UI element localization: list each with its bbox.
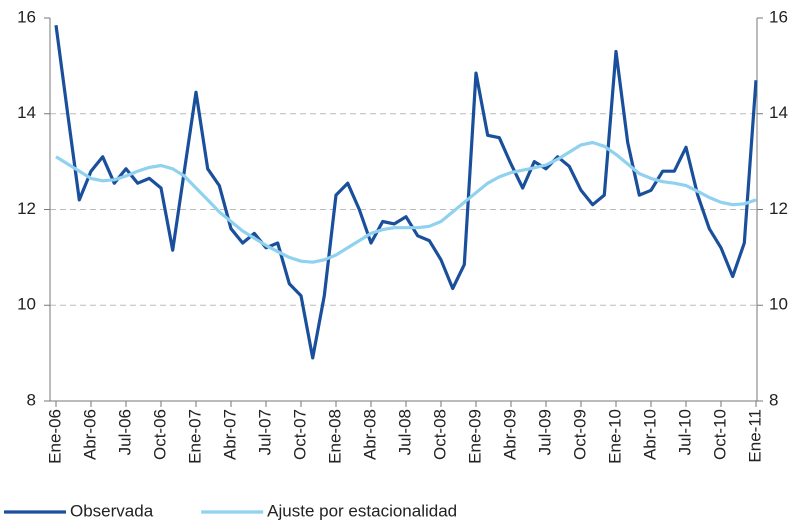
x-tick-label: Ene-09 xyxy=(465,409,484,464)
x-tick-label: Oct-06 xyxy=(150,409,169,460)
y-tick-label: 10 xyxy=(17,295,36,314)
x-tick-label: Jul-06 xyxy=(115,409,134,455)
y2-tick-label: 8 xyxy=(769,390,778,409)
y2-tick-label: 10 xyxy=(769,295,788,314)
x-tick-label: Ene-08 xyxy=(325,409,344,464)
legend-label: Observada xyxy=(70,501,154,520)
y2-tick-label: 12 xyxy=(769,199,788,218)
y2-tick-label: 16 xyxy=(769,7,788,26)
x-tick-label: Abr-07 xyxy=(220,409,239,460)
x-tick-label: Abr-09 xyxy=(500,409,519,460)
x-tick-label: Oct-07 xyxy=(290,409,309,460)
x-tick-label: Abr-10 xyxy=(640,409,659,460)
x-tick-label: Ene-06 xyxy=(45,409,64,464)
x-tick-label: Oct-09 xyxy=(570,409,589,460)
y-tick-label: 16 xyxy=(17,7,36,26)
series-line xyxy=(54,24,758,360)
x-tick-label: Ene-11 xyxy=(745,409,764,463)
y-tick-label: 12 xyxy=(17,199,36,218)
x-tick-label: Oct-08 xyxy=(430,409,449,460)
x-tick-label: Ene-10 xyxy=(605,409,624,464)
y-tick-label: 14 xyxy=(17,103,36,122)
legend-label: Ajuste por estacionalidad xyxy=(267,501,457,520)
x-tick-label: Jul-09 xyxy=(535,409,554,455)
x-tick-label: Abr-08 xyxy=(360,409,379,460)
x-tick-label: Abr-06 xyxy=(80,409,99,460)
x-tick-label: Ene-07 xyxy=(185,409,204,464)
y2-tick-label: 14 xyxy=(769,103,788,122)
y-tick-label: 8 xyxy=(27,390,36,409)
x-tick-label: Jul-10 xyxy=(675,409,694,455)
x-tick-label: Jul-07 xyxy=(255,409,274,455)
x-tick-label: Jul-08 xyxy=(395,409,414,455)
series-line xyxy=(55,140,757,264)
x-tick-label: Oct-10 xyxy=(710,409,729,460)
